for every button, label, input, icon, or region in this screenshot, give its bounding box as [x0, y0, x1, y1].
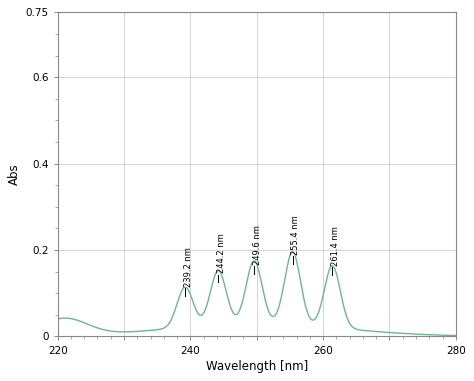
Text: 255.4 nm: 255.4 nm — [292, 215, 301, 255]
Y-axis label: Abs: Abs — [9, 163, 21, 185]
Text: 261.4 nm: 261.4 nm — [331, 226, 340, 266]
X-axis label: Wavelength [nm]: Wavelength [nm] — [206, 360, 308, 373]
Text: 249.6 nm: 249.6 nm — [253, 225, 262, 265]
Text: 244.2 nm: 244.2 nm — [217, 234, 226, 274]
Text: 239.2 nm: 239.2 nm — [184, 247, 193, 287]
